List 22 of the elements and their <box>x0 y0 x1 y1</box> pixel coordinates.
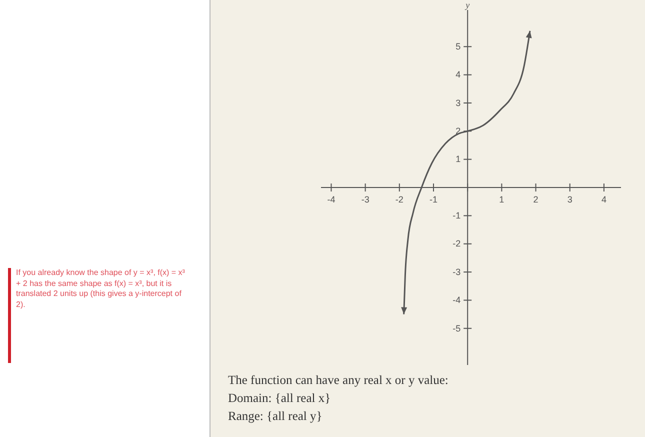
y-tick-label: 1 <box>456 154 461 164</box>
x-tick-label: -4 <box>327 194 336 205</box>
y-tick-label: 5 <box>456 42 461 52</box>
y-tick-label: -1 <box>452 210 461 221</box>
y-tick-label: -4 <box>452 295 461 306</box>
x-tick-label: 1 <box>499 194 504 205</box>
x-tick-label: -3 <box>361 194 370 205</box>
x-tick-label: -2 <box>395 194 404 205</box>
x-tick-label: 4 <box>601 194 606 205</box>
text: Domain: {all real x} <box>228 391 331 405</box>
x-tick-label: 3 <box>567 194 572 205</box>
text: The function can have any real x or y value: <box>228 373 448 387</box>
y-axis-title: y <box>464 0 470 10</box>
x-tick-label: 2 <box>533 194 538 205</box>
y-tick-label: -2 <box>452 238 461 249</box>
text: If you already know the shape of y = x³, f(x) = x³ + 2 has the same shape as f(x) = x³, but it is translated 2 units up (this gives a y-intercept of 2). <box>16 268 186 310</box>
x-tick-label: -1 <box>429 194 438 205</box>
y-tick-label: 4 <box>456 70 461 80</box>
text: Range: {all real y} <box>228 409 322 423</box>
y-tick-label: 3 <box>456 98 461 108</box>
y-tick-label: -5 <box>452 323 461 334</box>
y-tick-label: -3 <box>452 266 461 277</box>
